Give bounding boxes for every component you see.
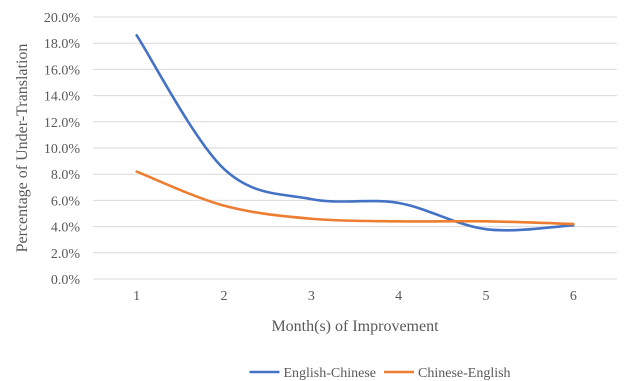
x-axis-tick-labels: 1 2 3 4 5 6 bbox=[133, 289, 577, 304]
x-tick-label: 6 bbox=[570, 289, 577, 304]
x-tick-label: 2 bbox=[221, 289, 228, 304]
legend: English-Chinese Chinese-English bbox=[249, 366, 511, 381]
series-line-1 bbox=[135, 34, 575, 232]
y-tick-label: 16.0% bbox=[44, 63, 81, 78]
series-lines bbox=[135, 34, 575, 232]
y-tick-label: 14.0% bbox=[44, 90, 81, 105]
y-tick-label: 6.0% bbox=[51, 194, 81, 209]
x-tick-label: 3 bbox=[308, 289, 315, 304]
x-tick-label: 1 bbox=[133, 289, 140, 304]
y-tick-label: 18.0% bbox=[44, 37, 81, 52]
legend-label: English-Chinese bbox=[283, 366, 376, 381]
y-tick-label: 12.0% bbox=[44, 116, 81, 131]
legend-label: Chinese-English bbox=[418, 366, 511, 381]
series-line-2 bbox=[135, 170, 575, 226]
x-axis-title: Month(s) of Improvement bbox=[271, 318, 439, 335]
y-tick-label: 2.0% bbox=[51, 247, 81, 262]
y-tick-label: 8.0% bbox=[51, 168, 81, 183]
legend-item: Chinese-English bbox=[384, 366, 511, 381]
legend-item: English-Chinese bbox=[249, 366, 376, 381]
gridlines bbox=[93, 16, 617, 280]
y-axis-title: Percentage of Under-Translation bbox=[14, 44, 31, 253]
y-tick-label: 20.0% bbox=[44, 11, 81, 26]
y-tick-label: 4.0% bbox=[51, 221, 81, 236]
x-tick-label: 4 bbox=[395, 289, 402, 304]
y-axis-tick-labels: 0.0% 2.0% 4.0% 6.0% 8.0% 10.0% 12.0% 14.0% 16.0%… bbox=[44, 11, 81, 288]
y-tick-label: 10.0% bbox=[44, 142, 81, 157]
y-tick-label: 0.0% bbox=[51, 273, 81, 288]
x-tick-label: 5 bbox=[483, 289, 490, 304]
